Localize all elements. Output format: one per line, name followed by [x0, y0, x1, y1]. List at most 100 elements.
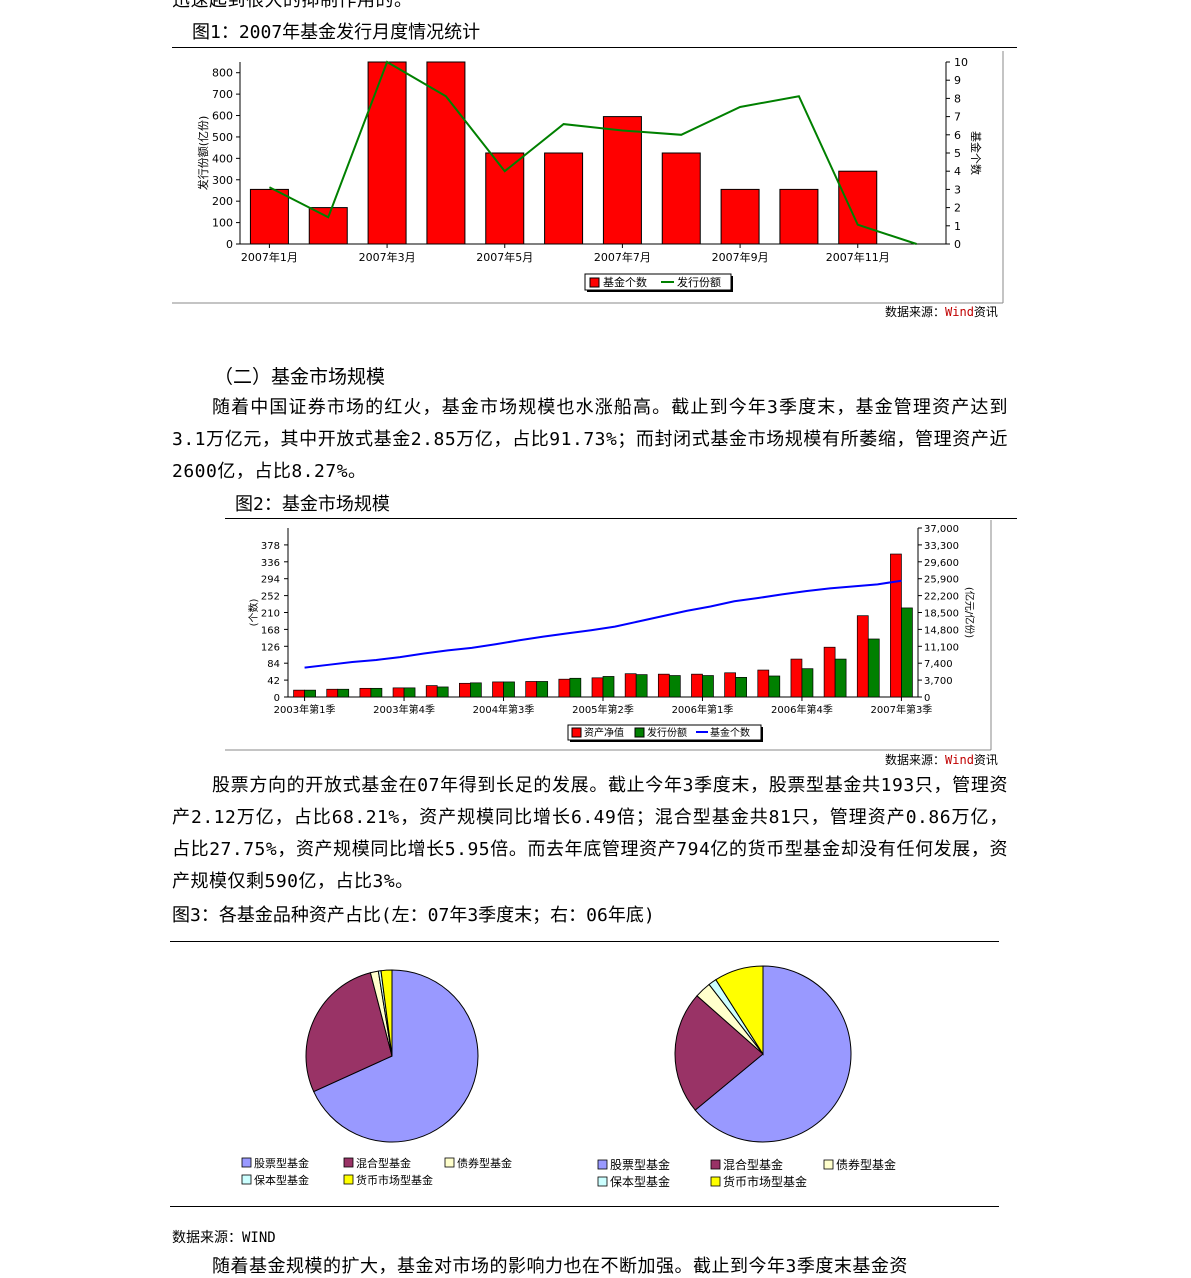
fig2-y2tick-label: 0 — [924, 693, 930, 704]
pie1-slice — [380, 969, 393, 1057]
fig2-ytick-label: 42 — [267, 676, 280, 687]
fig1-bar — [779, 188, 819, 245]
fig1-ytick-label: 700 — [212, 88, 233, 101]
fig2-bar-nav — [392, 687, 405, 698]
fig2-legend-label-shares: 发行份额 — [647, 726, 687, 739]
fig1-bar — [249, 188, 289, 245]
fig2-bar-shares — [602, 676, 615, 698]
fig2-bar-shares — [901, 607, 913, 698]
pie2-legend-swatch — [710, 1159, 721, 1170]
pie2-legend-label: 债券型基金 — [836, 1157, 896, 1172]
fig2-y2tick-label: 7,400 — [924, 659, 953, 670]
fig1-y2tick-label: 8 — [954, 92, 961, 105]
fig1-bar — [544, 152, 584, 245]
section2-paragraph: 随着中国证券市场的红火，基金市场规模也水涨船高。截止到今年3季度末，基金管理资产… — [172, 397, 1008, 482]
fig1-ytick-label: 100 — [212, 217, 233, 230]
pie1-legend-swatch — [343, 1174, 354, 1185]
fig1-bar — [602, 116, 642, 245]
fig2-bar-nav — [425, 685, 438, 698]
fig1-ytick-label: 800 — [212, 67, 233, 80]
fig1-bar — [485, 152, 525, 245]
fig2-bar-nav — [823, 646, 836, 698]
pie2-legend-label: 股票型基金 — [610, 1157, 670, 1172]
fig1-source: 数据来源：Wind资讯 — [885, 303, 998, 320]
pie1-legend-label: 股票型基金 — [254, 1156, 309, 1170]
fig2-bar-shares — [536, 681, 549, 698]
fig2-source-suffix: 资讯 — [973, 753, 998, 767]
fig2-ylabel: (个数) — [247, 599, 260, 627]
pie1-legend-swatch — [241, 1174, 252, 1185]
fig2-source-prefix: 数据来源： — [885, 753, 946, 767]
fig1-bar — [367, 61, 407, 245]
fig2-bar-shares — [503, 681, 515, 698]
fig1-y2tick-label: 6 — [954, 129, 961, 142]
pie2-slice — [694, 965, 852, 1143]
fig2-bar-nav — [757, 669, 770, 698]
fig3-source: 数据来源：WIND — [172, 1230, 276, 1246]
bottom-text-line: 随着基金规模的扩大，基金对市场的影响力也在不断加强。截止到今年3季度末基金资 — [212, 1256, 908, 1277]
fig2-bar-shares — [403, 687, 416, 698]
fig2-y2tick-label: 14,800 — [924, 625, 959, 636]
fig2-legend-label-nav: 资产净值 — [584, 726, 624, 739]
fig2-bar-nav — [856, 615, 869, 698]
fig1-xtick-label: 2007年11月 — [826, 250, 890, 264]
fig2-bar-nav — [459, 682, 471, 698]
fig2-ytick-label: 252 — [261, 592, 280, 603]
fig1-bar — [838, 170, 878, 245]
fig1-ytick-label: 400 — [212, 152, 233, 165]
fig2-bar-shares — [337, 688, 350, 698]
fig1-y2tick-label: 4 — [954, 165, 961, 178]
fig2-bar-nav — [890, 553, 902, 698]
fig1-legend-swatch-bars — [589, 277, 600, 288]
fig2-xtick-label: 2003年第4季 — [373, 703, 435, 716]
fig2-bar-shares — [834, 658, 847, 698]
fig1-bar — [308, 207, 348, 245]
fig1-y2tick-label: 9 — [954, 74, 961, 87]
fig1-caption: 图1：2007年基金发行月度情况统计 — [192, 22, 481, 43]
fig2-bar-shares — [569, 677, 582, 698]
fig2-bar-shares — [370, 687, 383, 698]
fig2-y2tick-label: 11,100 — [924, 642, 959, 653]
fig1-bar — [426, 61, 466, 245]
fig1-ylabel: 发行份额(亿份) — [196, 116, 210, 191]
fig1-xtick-label: 2007年7月 — [594, 250, 651, 264]
fig1-bar — [661, 152, 701, 245]
fig2-bar-shares — [735, 677, 747, 698]
pie1-legend-label: 债券型基金 — [457, 1156, 512, 1170]
fig2-bar-nav — [492, 681, 504, 698]
fig1-ytick-label: 600 — [212, 110, 233, 123]
pie1-slice — [305, 972, 393, 1093]
top-text-line: 迅速起到很大的抑制作用的。 — [172, 0, 413, 11]
fig2-bar-nav — [293, 689, 305, 698]
fig2-bar-nav — [724, 672, 736, 698]
fig2-bar-nav — [558, 678, 571, 698]
fig2-top-rule — [225, 518, 1017, 519]
fig2-ytick-label: 294 — [261, 575, 280, 586]
fig2-ytick-label: 336 — [261, 558, 280, 569]
fig1-xtick-label: 2007年1月 — [241, 250, 298, 264]
fig1-y2tick-label: 10 — [954, 56, 968, 69]
fig2-bar-nav — [326, 688, 339, 698]
pie2-legend-swatch — [597, 1159, 608, 1170]
fig1-source-prefix: 数据来源： — [885, 305, 946, 319]
fig1-xtick-label: 2007年5月 — [476, 250, 533, 264]
fig1-legend-label-bars: 基金个数 — [603, 275, 647, 289]
fig2-y2tick-label: 25,900 — [924, 575, 959, 586]
fig1-ytick-label: 0 — [226, 238, 233, 251]
fig2-xtick-label: 2006年第4季 — [771, 703, 833, 716]
fig2-bar-shares — [801, 668, 814, 698]
fig3-bottom-rule — [170, 1206, 999, 1207]
fig2-ytick-label: 126 — [261, 642, 280, 653]
fig2-bar-shares — [304, 689, 316, 698]
fig1-y2tick-label: 2 — [954, 202, 961, 215]
fig1-line-series — [268, 60, 917, 245]
fig2-ytick-label: 210 — [261, 609, 280, 620]
pie2-slice — [674, 995, 764, 1111]
fig2-source: 数据来源：Wind资讯 — [885, 751, 998, 768]
pie2-legend-swatch — [710, 1176, 721, 1187]
pie2-legend-swatch — [823, 1159, 834, 1170]
fig2-xtick-label: 2004年第3季 — [473, 703, 535, 716]
fig1-xtick-label: 2007年3月 — [359, 250, 416, 264]
fig2-xtick-label: 2003年第1季 — [274, 703, 336, 716]
